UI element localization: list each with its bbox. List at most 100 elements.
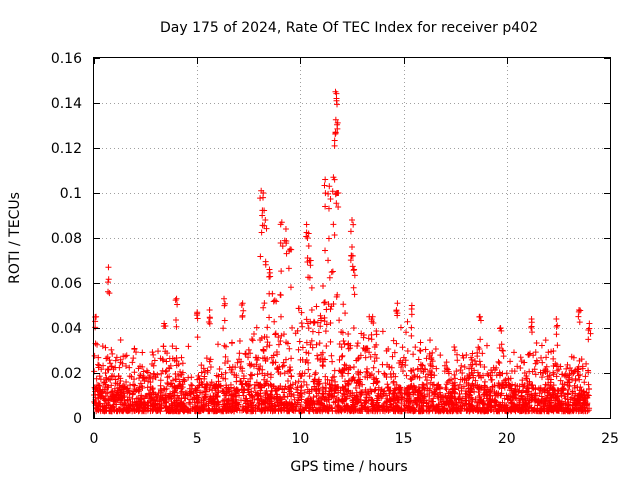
data-point [117, 375, 124, 382]
data-point [442, 384, 449, 391]
data-point [105, 279, 112, 286]
data-point [403, 372, 410, 379]
data-point [496, 383, 503, 390]
data-point [407, 406, 414, 413]
data-point [194, 334, 201, 341]
data-point [375, 368, 382, 375]
data-point [150, 351, 157, 358]
data-point [487, 388, 494, 395]
data-point [395, 406, 402, 413]
data-point [414, 373, 421, 380]
data-point [454, 357, 461, 364]
data-point [185, 399, 192, 406]
data-point [270, 352, 277, 359]
x-tick-label: 5 [193, 431, 202, 447]
data-point [94, 341, 101, 348]
data-point [307, 262, 314, 269]
data-point [209, 387, 216, 394]
data-point [394, 396, 401, 403]
data-point [146, 374, 153, 381]
data-point [333, 200, 340, 207]
data-point [327, 320, 334, 327]
data-point [550, 355, 557, 362]
data-point [283, 250, 290, 257]
data-point [262, 399, 269, 406]
data-point [167, 362, 174, 369]
data-point [102, 344, 109, 351]
data-point [317, 357, 324, 364]
data-point [150, 397, 157, 404]
data-point [554, 407, 561, 414]
data-point [378, 395, 385, 402]
data-point [261, 398, 268, 405]
data-point [267, 273, 274, 280]
data-point [247, 350, 254, 357]
data-point [302, 398, 309, 405]
data-point [419, 381, 426, 388]
data-point [429, 363, 436, 370]
data-point [496, 406, 503, 413]
data-point [354, 342, 361, 349]
data-point [570, 354, 577, 361]
data-point [458, 397, 465, 404]
data-point [308, 337, 315, 344]
data-point [225, 388, 232, 395]
data-point [350, 221, 357, 228]
data-point [189, 382, 196, 389]
data-point [450, 406, 457, 413]
data-point [271, 297, 278, 304]
data-point [576, 319, 583, 326]
data-point [518, 358, 525, 365]
data-point [583, 401, 590, 408]
data-point [247, 375, 254, 382]
data-point [251, 385, 258, 392]
data-point [546, 389, 553, 396]
data-point [511, 390, 518, 397]
data-point [347, 228, 354, 235]
data-point [283, 403, 290, 410]
data-point [286, 345, 293, 352]
data-point [390, 379, 397, 386]
data-point [564, 361, 571, 368]
data-point [577, 384, 584, 391]
data-point [99, 386, 106, 393]
data-point [163, 385, 170, 392]
data-point [163, 404, 170, 411]
data-point [357, 352, 364, 359]
data-point [437, 392, 444, 399]
data-point [363, 368, 370, 375]
data-point [175, 361, 182, 368]
data-point [313, 406, 320, 413]
data-point [342, 395, 349, 402]
data-point [424, 371, 431, 378]
data-point [400, 395, 407, 402]
data-point [295, 394, 302, 401]
data-point [424, 377, 431, 384]
data-point [220, 325, 227, 332]
data-point [353, 396, 360, 403]
data-point [249, 337, 256, 344]
data-point [248, 372, 255, 379]
x-tick-label: 10 [291, 431, 309, 447]
data-point [278, 313, 285, 320]
data-point [136, 388, 143, 395]
data-point [280, 404, 287, 411]
data-point [415, 356, 422, 363]
data-point [254, 396, 261, 403]
data-point [137, 380, 144, 387]
data-point [260, 194, 267, 201]
data-point [508, 385, 515, 392]
data-point [579, 365, 586, 372]
data-point [292, 379, 299, 386]
data-point [534, 402, 541, 409]
data-point [226, 364, 233, 371]
data-point [326, 381, 333, 388]
data-point [571, 368, 578, 375]
data-point [285, 265, 292, 272]
data-point [485, 372, 492, 379]
data-point [393, 381, 400, 388]
data-point [511, 368, 518, 375]
data-point [328, 352, 335, 359]
data-point [272, 330, 279, 337]
data-point [394, 403, 401, 410]
